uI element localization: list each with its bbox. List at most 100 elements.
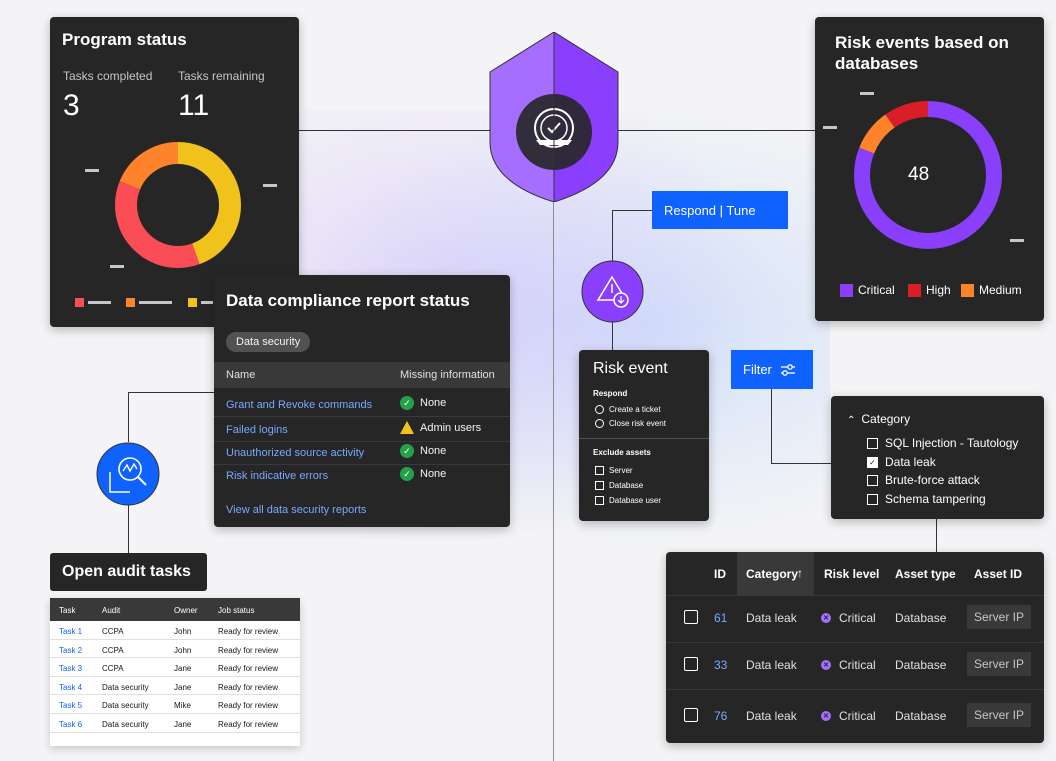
alert-icon [581,260,644,323]
radio-button[interactable] [595,419,604,428]
audit-name: CCPA [102,664,124,674]
donut-tick [263,184,277,187]
audit-task-link[interactable]: Task 2 [59,645,83,655]
category-option[interactable]: Brute-force attack [867,473,980,487]
category-option[interactable]: SQL Injection - Tautology [867,436,1018,450]
audit-task-link[interactable]: Task 3 [59,664,83,674]
compliance-tag[interactable]: Data security [226,332,311,352]
risk-row[interactable]: 33 Data leak ✕ Critical Database Server IP [666,642,1044,689]
connector-respond-v [612,210,613,270]
category-accordion[interactable]: ⌃ Category [847,412,911,426]
compliance-title: Data compliance report status [226,291,470,310]
audit-name: CCPA [102,645,124,655]
row-checkbox[interactable] [684,708,698,722]
header-category[interactable]: Category [746,567,799,581]
divider [579,438,709,439]
filter-button[interactable]: Filter [731,350,813,389]
connector-audit-top [128,392,214,393]
critical-icon: ✕ [821,660,831,670]
connector-vertical [553,200,554,761]
warning-icon [400,421,414,434]
row-checkbox[interactable] [684,610,698,624]
audit-owner: John [174,627,192,636]
donut-tick [1010,239,1024,242]
risk-row[interactable]: 61 Data leak ✕ Critical Database Server IP [666,595,1044,642]
critical-icon: ✕ [821,711,831,721]
connector-category-v [936,519,937,552]
header-asset-type[interactable]: Asset type [895,567,956,581]
header-id[interactable]: ID [714,567,726,581]
critical-icon: ✕ [821,613,831,623]
donut-segment-orange [115,142,241,268]
checkbox[interactable] [867,437,878,449]
category-option[interactable]: Schema tampering [867,492,986,506]
check-circle-icon: ✓ [400,396,414,410]
header-risk-level[interactable]: Risk level [824,567,880,581]
row-checkbox[interactable] [684,657,698,671]
checkbox[interactable] [595,496,604,505]
risk-level: Critical [839,709,876,723]
program-status-title: Program status [62,30,187,49]
legend-placeholder [201,301,213,304]
risk-row[interactable]: 76 Data leak ✕ Critical Database Server IP [666,689,1044,743]
respond-section-label: Respond [593,389,628,398]
radio-button[interactable] [595,405,604,414]
compliance-row-name[interactable]: Unauthorized source activity [226,447,365,459]
connector-filter [771,389,772,463]
sorted-column-bg [737,552,814,595]
audit-task-link[interactable]: Task 4 [59,682,83,692]
audit-row[interactable]: Task 3 CCPA Jane Ready for review [50,658,300,677]
risk-id[interactable]: 76 [714,709,728,723]
compliance-row-missing: Admin users [400,421,481,434]
exclude-section-label: Exclude assets [593,448,651,457]
audit-row[interactable]: Task 4 Data security Jane Ready for review [50,677,300,696]
compliance-row-name[interactable]: Failed logins [226,424,288,436]
exclude-server-option[interactable]: Server [595,466,633,475]
risk-db-donut-chart [854,101,1002,249]
audit-job-status: Ready for review [218,719,279,729]
audit-row[interactable]: Task 1 CCPA John Ready for review [50,621,300,640]
audit-job-status: Ready for review [218,627,279,636]
category-option[interactable]: ✓ Data leak [867,455,936,469]
checkbox-checked[interactable]: ✓ [867,456,878,468]
audit-task-link[interactable]: Task 6 [59,719,83,729]
risk-id[interactable]: 33 [714,658,728,672]
donut-segment-red [115,142,241,268]
audit-rows: Task 1 CCPA John Ready for review Task 2 CCPA… [50,621,300,733]
donut-tick [860,92,874,95]
risk-category: Data leak [746,611,797,625]
compliance-row[interactable]: Unauthorized source activity ✓ None [214,442,510,465]
header-audit: Audit [102,606,121,615]
checkbox[interactable] [867,474,878,486]
compliance-row[interactable]: Failed logins Admin users [214,419,510,442]
header-asset-id[interactable]: Asset ID [974,567,1023,581]
risk-level: Critical [839,658,876,672]
audit-row[interactable]: Task 2 CCPA John Ready for review [50,640,300,659]
checkbox[interactable] [595,466,604,475]
close-risk-option[interactable]: Close risk event [595,419,666,428]
filter-button-label: Filter [743,362,772,377]
audit-row[interactable]: Task 5 Data security Mike Ready for review [50,695,300,714]
create-ticket-option[interactable]: Create a ticket [595,405,661,414]
compliance-row-name[interactable]: Grant and Revoke commands [226,399,373,411]
checkbox[interactable] [867,493,878,505]
audit-task-link[interactable]: Task 5 [59,701,83,711]
category-filter-card: ⌃ Category SQL Injection - Tautology ✓ Dat… [831,396,1044,519]
view-all-reports-link[interactable]: View all data security reports [226,504,367,516]
risk-id[interactable]: 61 [714,611,728,625]
compliance-row[interactable]: Risk indicative errors ✓ None [214,465,510,488]
respond-tune-button[interactable]: Respond | Tune [652,191,788,229]
compliance-row[interactable]: Grant and Revoke commands ✓ None [214,394,510,417]
audit-row[interactable]: Task 6 Data security Jane Ready for review [50,714,300,733]
audit-task-link[interactable]: Task 1 [59,627,83,636]
checkbox[interactable] [595,481,604,490]
legend-swatch-red [75,298,84,307]
audit-tasks-table: Task Audit Owner Job status Task 1 CCPA Jo… [50,598,300,746]
arrow-up-icon[interactable]: ↑ [797,566,803,580]
exclude-database-option[interactable]: Database [595,481,643,490]
legend-placeholder [88,301,111,304]
compliance-row-name[interactable]: Risk indicative errors [226,470,329,482]
sliders-icon [780,363,795,376]
exclude-db-user-option[interactable]: Database user [595,496,661,505]
chevron-up-icon: ⌃ [847,415,856,426]
